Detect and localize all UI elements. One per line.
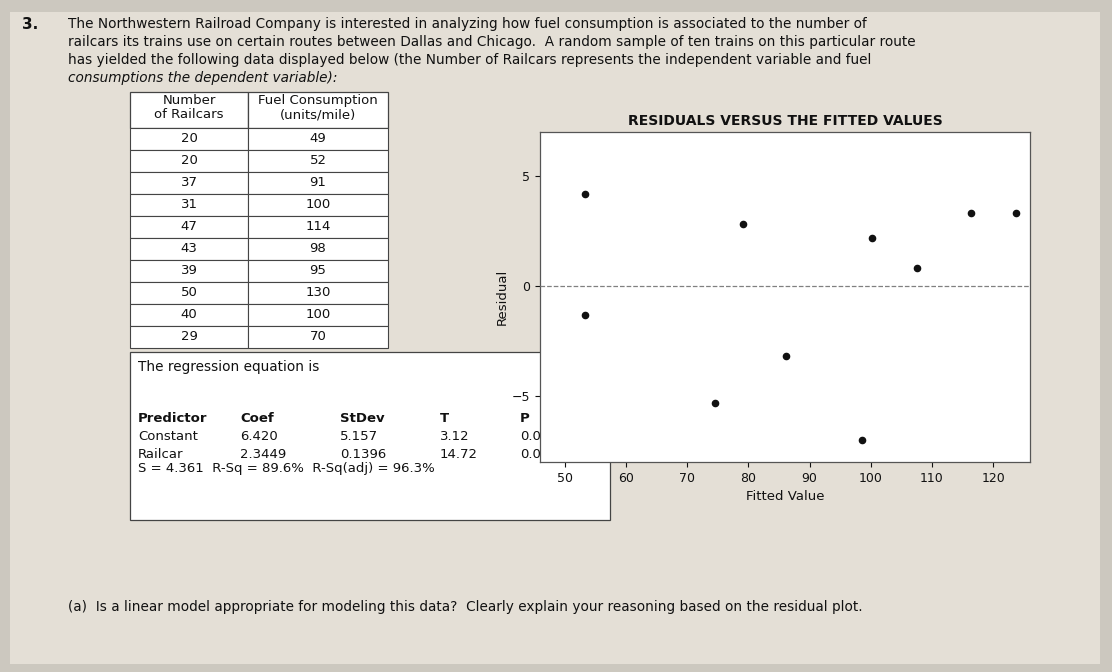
Title: RESIDUALS VERSUS THE FITTED VALUES: RESIDUALS VERSUS THE FITTED VALUES — [627, 114, 942, 128]
FancyBboxPatch shape — [248, 194, 388, 216]
Text: 100: 100 — [306, 198, 330, 212]
FancyBboxPatch shape — [130, 352, 610, 520]
Text: of Railcars: of Railcars — [155, 108, 224, 121]
Text: StDev: StDev — [340, 412, 385, 425]
Text: 91: 91 — [309, 177, 327, 190]
Text: 0.1396: 0.1396 — [340, 448, 386, 461]
Text: The Northwestern Railroad Company is interested in analyzing how fuel consumptio: The Northwestern Railroad Company is int… — [68, 17, 866, 31]
Text: 3.12: 3.12 — [440, 430, 469, 443]
Text: 5.157: 5.157 — [340, 430, 378, 443]
FancyBboxPatch shape — [130, 216, 248, 238]
Text: 130: 130 — [306, 286, 330, 300]
Point — [576, 309, 594, 320]
Text: consumptions the dependent variable):: consumptions the dependent variable): — [68, 71, 338, 85]
Point — [576, 188, 594, 199]
FancyBboxPatch shape — [130, 150, 248, 172]
FancyBboxPatch shape — [130, 304, 248, 326]
FancyBboxPatch shape — [130, 128, 248, 150]
Text: 31: 31 — [180, 198, 198, 212]
Text: 20: 20 — [180, 155, 198, 167]
FancyBboxPatch shape — [10, 12, 1100, 664]
Text: 2.3449: 2.3449 — [240, 448, 286, 461]
Text: 50: 50 — [180, 286, 198, 300]
Point — [907, 263, 925, 274]
Text: The regression equation is: The regression equation is — [138, 360, 319, 374]
Text: 47: 47 — [180, 220, 198, 233]
Text: 37: 37 — [180, 177, 198, 190]
Text: 29: 29 — [180, 331, 198, 343]
FancyBboxPatch shape — [248, 92, 388, 128]
Text: 40: 40 — [180, 308, 197, 321]
Text: 3.: 3. — [22, 17, 38, 32]
FancyBboxPatch shape — [130, 326, 248, 348]
Y-axis label: Residual: Residual — [496, 269, 509, 325]
Point — [777, 351, 795, 362]
Text: Railcar: Railcar — [138, 448, 183, 461]
Text: Predictor: Predictor — [138, 412, 208, 425]
Text: Coef: Coef — [240, 412, 274, 425]
Point — [1007, 208, 1025, 219]
FancyBboxPatch shape — [130, 92, 248, 128]
Text: 114: 114 — [306, 220, 330, 233]
Point — [734, 219, 752, 230]
Text: 39: 39 — [180, 265, 198, 278]
Text: 14.72: 14.72 — [440, 448, 478, 461]
Text: 43: 43 — [180, 243, 198, 255]
FancyBboxPatch shape — [248, 150, 388, 172]
FancyBboxPatch shape — [130, 260, 248, 282]
FancyBboxPatch shape — [130, 238, 248, 260]
FancyBboxPatch shape — [248, 172, 388, 194]
Text: T: T — [440, 412, 449, 425]
Text: railcars its trains use on certain routes between Dallas and Chicago.  A random : railcars its trains use on certain route… — [68, 35, 915, 49]
Text: 0.000: 0.000 — [520, 448, 557, 461]
FancyBboxPatch shape — [130, 282, 248, 304]
Text: 49: 49 — [309, 132, 327, 146]
Text: Constant: Constant — [138, 430, 198, 443]
Text: (a)  Is a linear model appropriate for modeling this data?  Clearly explain your: (a) Is a linear model appropriate for mo… — [68, 600, 863, 614]
Point — [863, 233, 881, 243]
FancyBboxPatch shape — [248, 238, 388, 260]
Text: 6.420: 6.420 — [240, 430, 278, 443]
Text: 52: 52 — [309, 155, 327, 167]
Text: Number: Number — [162, 94, 216, 107]
Text: 20: 20 — [180, 132, 198, 146]
Point — [706, 397, 724, 408]
FancyBboxPatch shape — [248, 304, 388, 326]
FancyBboxPatch shape — [248, 128, 388, 150]
Text: has yielded the following data displayed below (the Number of Railcars represent: has yielded the following data displayed… — [68, 53, 872, 67]
Text: (units/mile): (units/mile) — [280, 108, 356, 121]
Text: 70: 70 — [309, 331, 327, 343]
FancyBboxPatch shape — [248, 282, 388, 304]
Text: P: P — [520, 412, 529, 425]
Text: 98: 98 — [309, 243, 327, 255]
FancyBboxPatch shape — [130, 194, 248, 216]
Point — [853, 435, 871, 446]
FancyBboxPatch shape — [248, 216, 388, 238]
FancyBboxPatch shape — [248, 326, 388, 348]
FancyBboxPatch shape — [248, 260, 388, 282]
X-axis label: Fitted Value: Fitted Value — [746, 491, 824, 503]
Text: S = 4.361  R-Sq = 89.6%  R-Sq(adj) = 96.3%: S = 4.361 R-Sq = 89.6% R-Sq(adj) = 96.3% — [138, 462, 435, 475]
Text: 95: 95 — [309, 265, 327, 278]
Text: Fuel Consumption: Fuel Consumption — [258, 94, 378, 107]
FancyBboxPatch shape — [130, 172, 248, 194]
Point — [962, 208, 980, 219]
Text: 100: 100 — [306, 308, 330, 321]
Text: 0.072: 0.072 — [520, 430, 558, 443]
